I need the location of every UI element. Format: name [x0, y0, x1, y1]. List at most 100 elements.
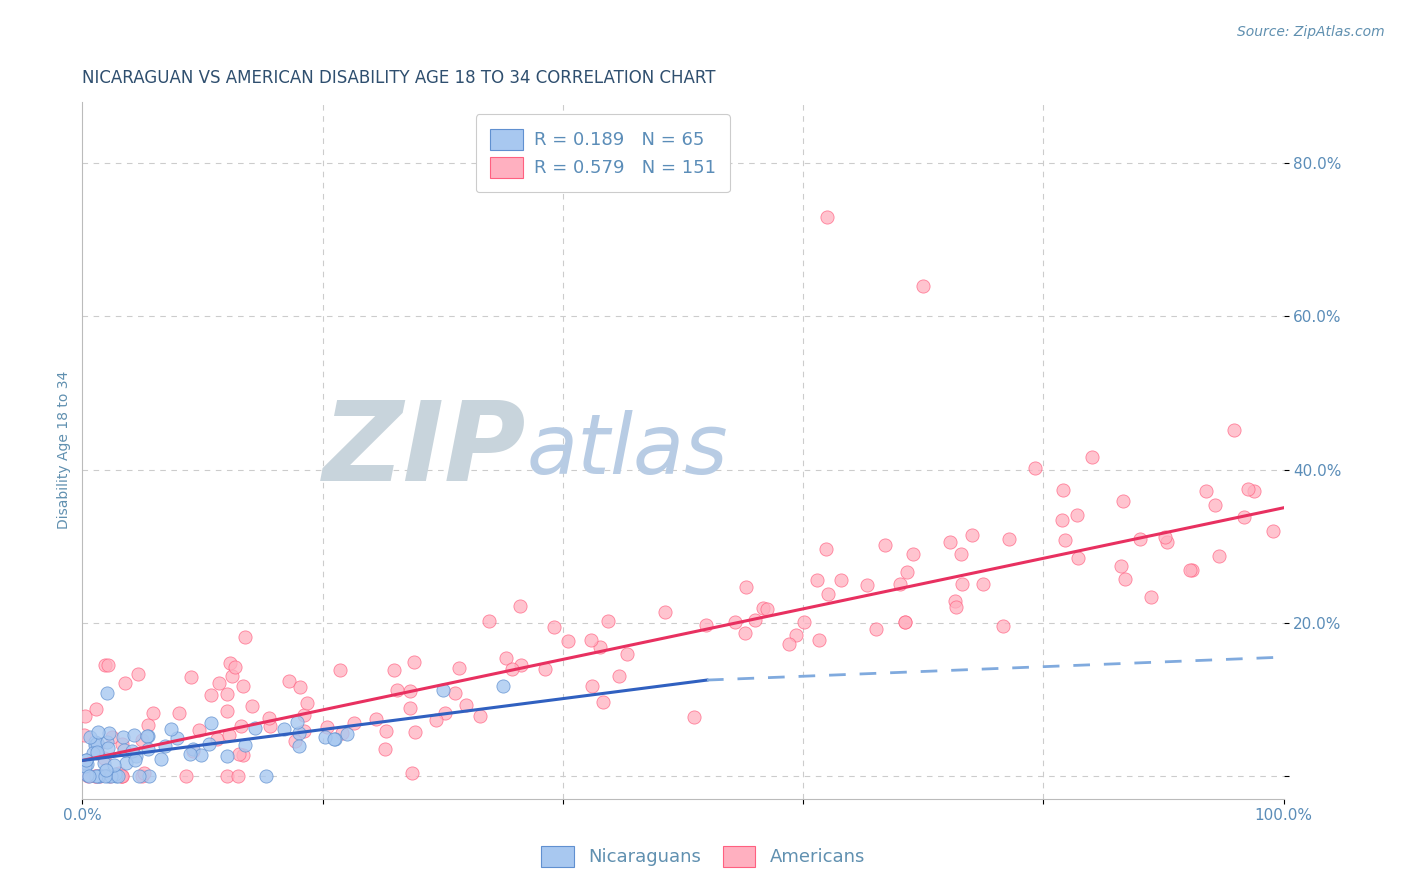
Point: [94, 764, 117, 778]
Point: [124, 753, 146, 767]
Y-axis label: Disability Age 18 to 34: Disability Age 18 to 34: [58, 371, 72, 530]
Point: [83, 735, 105, 749]
Point: [778, 637, 800, 651]
Point: [316, 721, 339, 735]
Point: [114, 675, 136, 690]
Point: [75, 754, 97, 768]
Point: [1233, 509, 1256, 524]
Point: [607, 669, 630, 683]
Point: [190, 747, 212, 762]
Point: [94, 769, 117, 783]
Point: [111, 769, 134, 783]
Text: atlas: atlas: [527, 409, 728, 491]
Point: [1204, 498, 1226, 512]
Point: [98, 769, 121, 783]
Point: [950, 577, 973, 591]
Point: [335, 726, 357, 740]
Point: [285, 714, 308, 729]
Point: [399, 700, 422, 714]
Point: [160, 723, 183, 737]
Point: [1111, 493, 1133, 508]
Point: [1114, 572, 1136, 586]
Point: [534, 662, 557, 676]
Point: [83, 738, 105, 752]
Point: [125, 748, 148, 763]
Point: [76, 756, 98, 771]
Point: [793, 615, 815, 629]
Point: [128, 769, 150, 783]
Point: [1236, 482, 1258, 496]
Point: [200, 688, 222, 702]
Point: [1050, 513, 1073, 527]
Point: [105, 769, 128, 783]
Point: [96, 686, 118, 700]
Point: [425, 713, 447, 727]
Point: [218, 728, 240, 742]
Point: [856, 578, 879, 592]
Point: [1109, 558, 1132, 573]
Point: [111, 769, 134, 783]
Point: [470, 708, 492, 723]
Point: [180, 670, 202, 684]
Point: [208, 676, 231, 690]
Point: [103, 758, 125, 772]
Point: [73, 709, 96, 723]
Point: [84, 769, 107, 783]
Point: [181, 744, 204, 758]
Point: [616, 648, 638, 662]
Point: [181, 742, 204, 756]
Point: [94, 658, 117, 673]
Point: [136, 741, 159, 756]
Point: [138, 718, 160, 732]
Point: [226, 769, 249, 783]
Point: [97, 740, 120, 755]
Point: [1140, 590, 1163, 604]
Point: [79, 731, 101, 745]
Point: [1129, 532, 1152, 546]
Point: [97, 658, 120, 673]
Point: [579, 633, 602, 648]
Point: [1156, 534, 1178, 549]
Point: [404, 724, 426, 739]
Point: [943, 593, 966, 607]
Point: [752, 600, 775, 615]
Legend: Nicaraguans, Americans: Nicaraguans, Americans: [531, 837, 875, 876]
Point: [86, 736, 108, 750]
Point: [509, 658, 531, 673]
Point: [592, 695, 614, 709]
Point: [374, 724, 396, 739]
Point: [1054, 533, 1077, 547]
Point: [478, 614, 501, 628]
Point: [93, 751, 115, 765]
Point: [97, 769, 120, 783]
Point: [865, 622, 887, 636]
Point: [785, 628, 807, 642]
Point: [86, 701, 108, 715]
Point: [598, 614, 620, 628]
Point: [87, 769, 110, 783]
Point: [72, 762, 94, 776]
Point: [401, 766, 423, 780]
Point: [136, 729, 159, 743]
Point: [815, 210, 838, 224]
Point: [447, 661, 470, 675]
Point: [254, 769, 277, 783]
Point: [734, 580, 756, 594]
Point: [873, 538, 896, 552]
Point: [456, 698, 478, 712]
Point: [284, 734, 307, 748]
Point: [221, 669, 243, 683]
Point: [385, 682, 408, 697]
Point: [240, 699, 263, 714]
Point: [509, 599, 531, 614]
Point: [142, 706, 165, 720]
Point: [589, 640, 612, 654]
Point: [815, 542, 838, 557]
Point: [756, 601, 779, 615]
Point: [232, 679, 254, 693]
Point: [73, 759, 96, 773]
Point: [134, 765, 156, 780]
Point: [224, 660, 246, 674]
Point: [433, 706, 456, 721]
Point: [166, 731, 188, 746]
